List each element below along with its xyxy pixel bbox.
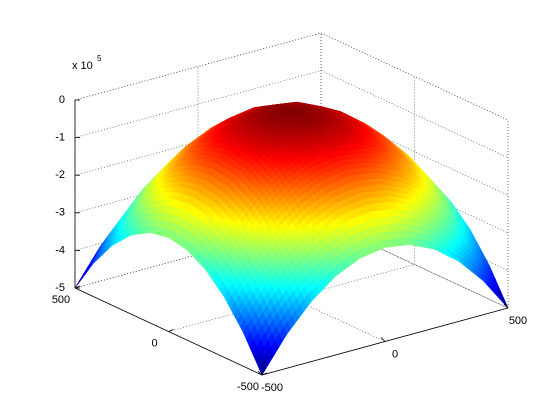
y-tick-label: 500 xyxy=(52,294,70,306)
x-tick xyxy=(503,303,509,309)
x-axis xyxy=(261,307,509,376)
z-multiplier: x 10 xyxy=(72,60,93,72)
z-tick-label: -1 xyxy=(55,132,65,144)
surface-patch xyxy=(258,360,267,376)
surface xyxy=(74,101,509,376)
z-grid-line xyxy=(74,32,322,101)
y-tick xyxy=(168,329,174,332)
y-grid-line xyxy=(168,264,415,332)
y-tick xyxy=(74,285,81,289)
z-grid-line xyxy=(320,70,509,158)
z-multiplier-exponent: 5 xyxy=(97,54,102,63)
x-tick-label: -500 xyxy=(261,382,283,394)
z-tick-label: -4 xyxy=(55,244,65,256)
z-tick-label: 0 xyxy=(59,94,65,106)
z-tick-label: -3 xyxy=(55,207,65,219)
z-grid-line xyxy=(320,107,509,196)
y-tick-label: -500 xyxy=(237,381,259,393)
z-grid-line xyxy=(74,107,322,176)
axes-front: -5 -4 -3 -2 -1 0 -500 0 500 -500 0 500 xyxy=(52,94,527,394)
z-grid-line xyxy=(320,32,509,121)
z-grid-line xyxy=(320,145,509,234)
z-grid-line xyxy=(74,70,322,138)
z-tick-label: -2 xyxy=(55,169,65,181)
z-grid-line xyxy=(320,220,509,309)
x-tick xyxy=(380,337,386,342)
y-axis xyxy=(74,287,263,376)
z-tick-label: -5 xyxy=(55,282,65,294)
x-tick-label: 0 xyxy=(392,348,398,360)
z-grid-line xyxy=(74,145,322,214)
y-grid-line xyxy=(74,220,322,289)
x-tick-label: 500 xyxy=(509,315,527,327)
y-tick-label: 0 xyxy=(151,337,157,349)
